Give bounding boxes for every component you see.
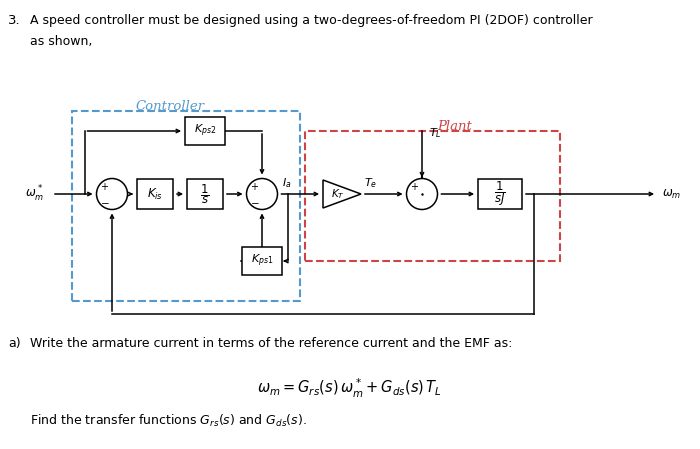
Text: a): a): [8, 337, 20, 350]
Text: $T_L$: $T_L$: [429, 126, 442, 140]
Text: $K_{is}$: $K_{is}$: [147, 186, 163, 202]
Text: $I_a$: $I_a$: [281, 176, 291, 190]
Bar: [242, 247, 282, 275]
Circle shape: [407, 179, 438, 210]
Text: $T_e$: $T_e$: [364, 176, 377, 190]
Text: $K_{ps1}$: $K_{ps1}$: [251, 253, 273, 269]
Text: $\omega_m$: $\omega_m$: [662, 187, 681, 201]
Bar: [72, 111, 300, 301]
Text: $K_{ps2}$: $K_{ps2}$: [194, 123, 216, 139]
Bar: [137, 179, 173, 209]
Text: Write the armature current in terms of the reference current and the EMF as:: Write the armature current in terms of t…: [30, 337, 512, 350]
Text: A speed controller must be designed using a two-degrees-of-freedom PI (2DOF) con: A speed controller must be designed usin…: [30, 14, 593, 27]
Text: +: +: [250, 181, 258, 192]
Bar: [185, 117, 225, 145]
Text: Plant: Plant: [438, 120, 472, 133]
Text: Controller: Controller: [135, 101, 204, 114]
Text: Find the transfer functions $G_{rs}(s)$ and $G_{ds}(s)$.: Find the transfer functions $G_{rs}(s)$ …: [30, 413, 307, 429]
Polygon shape: [323, 180, 361, 208]
Text: $\dfrac{1}{s}$: $\dfrac{1}{s}$: [200, 182, 210, 206]
Text: 3.: 3.: [8, 14, 20, 27]
Circle shape: [97, 179, 127, 210]
Bar: [187, 179, 223, 209]
Bar: [478, 179, 522, 209]
Text: $K_T$: $K_T$: [331, 187, 345, 201]
Text: $\omega_m^*$: $\omega_m^*$: [25, 184, 45, 204]
Text: as shown,: as shown,: [30, 35, 92, 48]
Bar: [305, 131, 560, 261]
Text: $\dfrac{1}{sJ}$: $\dfrac{1}{sJ}$: [494, 180, 506, 208]
Text: +: +: [100, 181, 108, 192]
Text: $-$: $-$: [99, 198, 109, 207]
Circle shape: [246, 179, 277, 210]
Text: $-$: $-$: [250, 198, 259, 207]
Text: $\omega_m = G_{rs}(s)\,\omega_m^* + G_{ds}(s)\,T_L$: $\omega_m = G_{rs}(s)\,\omega_m^* + G_{d…: [258, 377, 442, 400]
Text: +: +: [410, 181, 418, 192]
